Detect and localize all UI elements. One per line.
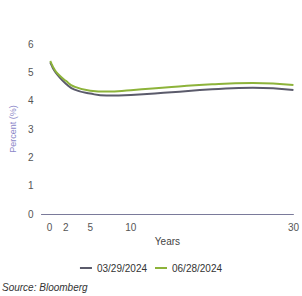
svg-text:4: 4 [28,95,34,106]
svg-text:03/29/2024: 03/29/2024 [97,263,147,274]
svg-text:06/28/2024: 06/28/2024 [172,263,222,274]
svg-text:2: 2 [63,222,69,233]
svg-text:Percent (%): Percent (%) [8,105,18,153]
svg-text:Years: Years [155,236,180,247]
svg-text:5: 5 [28,67,34,78]
svg-text:1: 1 [28,180,34,191]
svg-text:2: 2 [28,152,34,163]
svg-text:0: 0 [28,209,34,220]
svg-text:5: 5 [87,222,93,233]
svg-text:3: 3 [28,124,34,135]
svg-text:0: 0 [47,222,53,233]
svg-text:30: 30 [288,222,300,233]
svg-text:Source: Bloomberg: Source: Bloomberg [2,282,88,293]
svg-text:6: 6 [28,39,34,50]
svg-text:10: 10 [125,222,137,233]
